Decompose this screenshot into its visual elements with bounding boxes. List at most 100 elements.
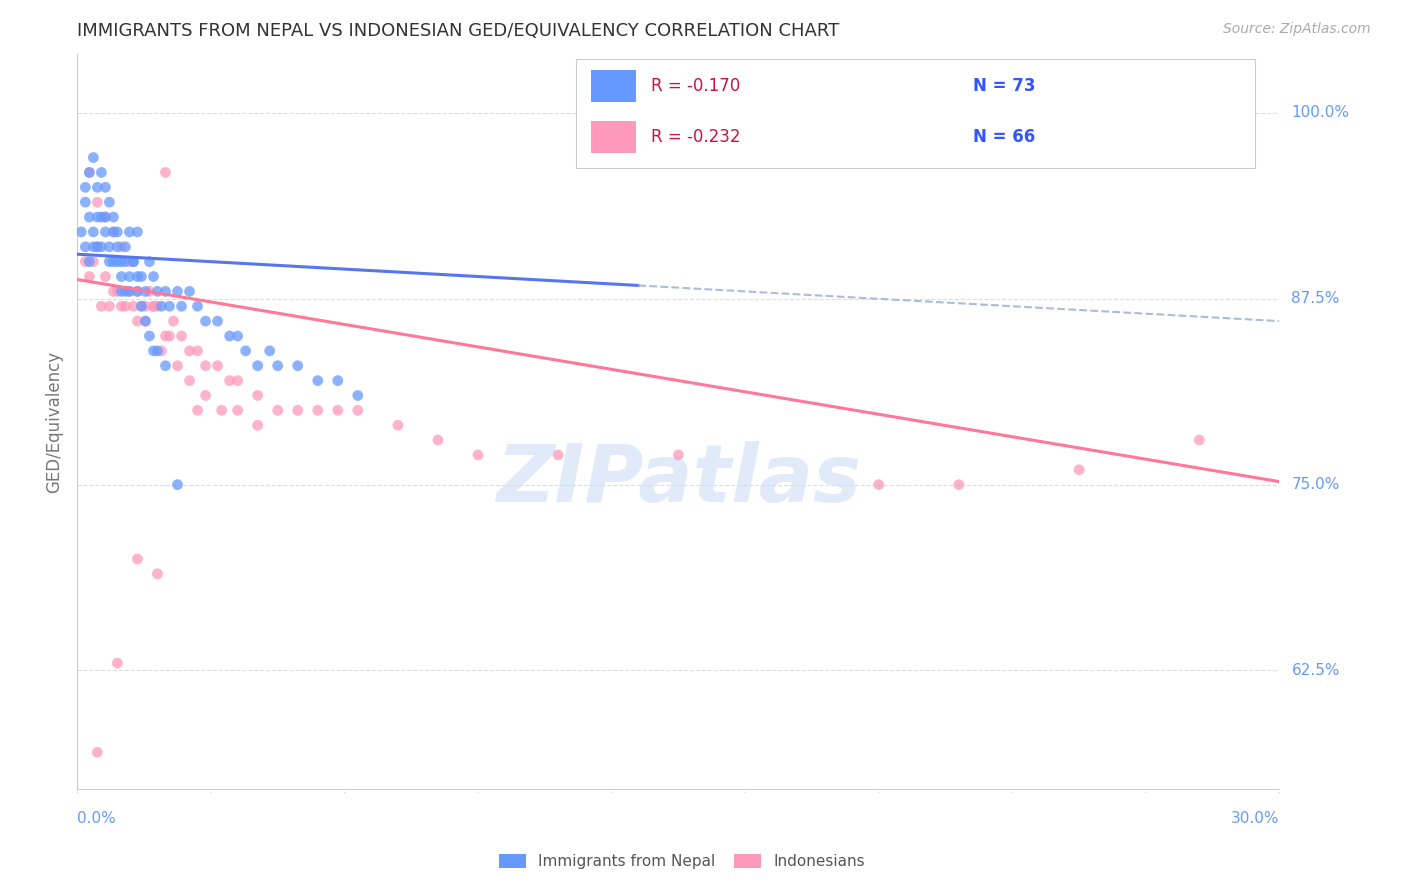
Point	[114, 240, 136, 254]
Point	[82, 151, 104, 165]
Point	[90, 299, 112, 313]
Point	[86, 240, 108, 254]
Text: 87.5%: 87.5%	[1292, 292, 1340, 306]
Point	[179, 285, 201, 299]
Point	[82, 254, 104, 268]
Point	[131, 299, 153, 313]
Point	[98, 299, 121, 313]
Point	[118, 285, 141, 299]
Point	[94, 225, 117, 239]
Point	[134, 314, 156, 328]
Point	[86, 195, 108, 210]
Legend: Immigrants from Nepal, Indonesians: Immigrants from Nepal, Indonesians	[492, 848, 872, 875]
FancyBboxPatch shape	[591, 120, 637, 153]
Point	[107, 656, 129, 670]
Point	[1188, 433, 1211, 447]
Point	[150, 343, 173, 358]
Point	[287, 403, 309, 417]
Point	[79, 165, 101, 179]
Point	[142, 299, 165, 313]
Point	[186, 299, 209, 313]
Point	[107, 225, 129, 239]
Text: 100.0%: 100.0%	[1292, 105, 1350, 120]
Point	[122, 254, 145, 268]
Point	[207, 314, 229, 328]
Point	[94, 269, 117, 284]
Point	[146, 566, 169, 581]
Point	[79, 254, 101, 268]
Point	[226, 329, 249, 343]
Text: 62.5%: 62.5%	[1292, 663, 1340, 678]
Point	[159, 299, 181, 313]
Point	[138, 254, 160, 268]
Point	[118, 225, 141, 239]
Point	[170, 299, 193, 313]
Point	[134, 314, 156, 328]
Point	[79, 165, 101, 179]
Point	[127, 225, 149, 239]
FancyBboxPatch shape	[576, 59, 1256, 168]
Point	[75, 240, 97, 254]
Point	[107, 285, 129, 299]
Point	[86, 745, 108, 759]
Point	[98, 240, 121, 254]
Point	[86, 180, 108, 194]
Point	[75, 254, 97, 268]
Point	[427, 433, 450, 447]
Point	[134, 299, 156, 313]
Text: Source: ZipAtlas.com: Source: ZipAtlas.com	[1223, 22, 1371, 37]
Text: 0.0%: 0.0%	[77, 812, 117, 826]
Point	[868, 477, 890, 491]
Text: IMMIGRANTS FROM NEPAL VS INDONESIAN GED/EQUIVALENCY CORRELATION CHART: IMMIGRANTS FROM NEPAL VS INDONESIAN GED/…	[77, 22, 839, 40]
Point	[467, 448, 489, 462]
Point	[110, 285, 132, 299]
Point	[118, 269, 141, 284]
Text: N = 66: N = 66	[973, 128, 1035, 146]
Point	[218, 374, 240, 388]
Point	[103, 225, 125, 239]
Point	[142, 269, 165, 284]
Point	[246, 388, 269, 402]
Point	[347, 403, 370, 417]
Point	[246, 418, 269, 433]
Point	[110, 240, 132, 254]
Point	[82, 225, 104, 239]
Point	[94, 180, 117, 194]
Point	[122, 299, 145, 313]
Point	[114, 285, 136, 299]
Point	[211, 403, 233, 417]
Point	[134, 285, 156, 299]
Point	[127, 285, 149, 299]
Point	[127, 269, 149, 284]
Point	[307, 374, 329, 388]
Point	[226, 374, 249, 388]
Point	[90, 165, 112, 179]
Point	[138, 285, 160, 299]
Text: N = 73: N = 73	[973, 77, 1035, 95]
Point	[218, 329, 240, 343]
Point	[194, 314, 217, 328]
Point	[110, 269, 132, 284]
Text: R = -0.170: R = -0.170	[651, 77, 740, 95]
Point	[267, 359, 290, 373]
Text: 30.0%: 30.0%	[1232, 812, 1279, 826]
FancyBboxPatch shape	[591, 70, 637, 103]
Text: 75.0%: 75.0%	[1292, 477, 1340, 492]
Point	[166, 359, 188, 373]
Point	[307, 403, 329, 417]
Point	[118, 254, 141, 268]
Point	[326, 374, 349, 388]
Point	[110, 254, 132, 268]
Point	[155, 165, 177, 179]
Point	[948, 477, 970, 491]
Point	[146, 343, 169, 358]
Point	[75, 180, 97, 194]
Point	[131, 269, 153, 284]
Point	[127, 314, 149, 328]
Point	[103, 285, 125, 299]
Point	[166, 477, 188, 491]
Point	[226, 403, 249, 417]
Point	[90, 210, 112, 224]
Point	[75, 195, 97, 210]
Point	[179, 374, 201, 388]
